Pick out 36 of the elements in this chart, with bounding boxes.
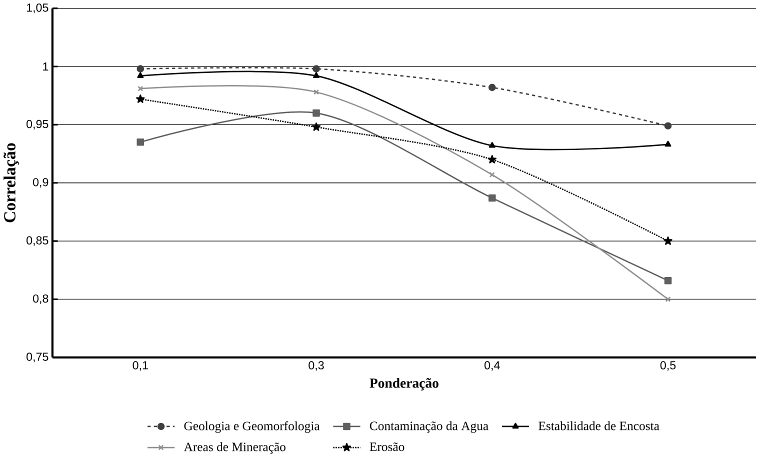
point [664, 140, 672, 147]
y-tick-label: 1 [43, 62, 48, 71]
point [312, 122, 321, 131]
point [137, 72, 144, 78]
point [313, 89, 320, 95]
y-tick-label: 0,75 [26, 352, 48, 362]
point [136, 138, 144, 146]
point [664, 122, 672, 130]
legend-label: Contaminação da Agua [370, 421, 488, 433]
point [488, 142, 496, 148]
x-tick-label: 0,4 [484, 361, 500, 371]
y-tick-label: 0,8 [32, 294, 48, 304]
point [488, 194, 496, 202]
point [664, 276, 672, 284]
point [489, 172, 495, 178]
x-tick-label: 0,3 [308, 361, 324, 371]
point [312, 65, 320, 73]
point [488, 84, 496, 92]
legend-label: Erosão [370, 442, 404, 452]
legend-label: Estabilidade de Encosta [538, 421, 660, 430]
point [313, 72, 320, 78]
x-axis-title: Ponderação [370, 378, 438, 390]
y-axis-title: Correlação [4, 143, 19, 222]
legend-label: Geologia e Geomorfologia [184, 421, 320, 433]
point [664, 236, 672, 245]
point [312, 109, 320, 117]
y-tick-label: 0,95 [26, 120, 48, 130]
y-tick-label: 0,85 [26, 236, 48, 246]
point [136, 65, 144, 73]
legend-label: Areas de Mineração [184, 442, 286, 454]
x-tick-label: 0,5 [660, 361, 676, 371]
point [488, 155, 496, 164]
y-tick-label: 1,05 [26, 4, 48, 14]
y-tick-label: 0,9 [32, 178, 48, 188]
point [136, 94, 145, 103]
x-tick-label: 0,1 [132, 361, 148, 371]
